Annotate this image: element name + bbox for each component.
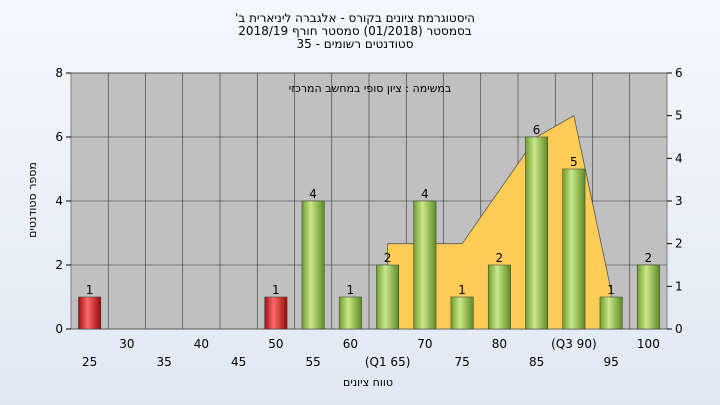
y2-tick-label: 6 bbox=[675, 66, 683, 80]
histogram-bar bbox=[450, 296, 474, 330]
y-tick-label: 8 bbox=[55, 66, 63, 80]
x-tick-label: 40 bbox=[194, 337, 209, 351]
x-tick-label: 30 bbox=[119, 337, 134, 351]
chart-title-line-1: היסטוגרמת ציונים בקורס - אלגברה ליניארית… bbox=[235, 11, 475, 25]
chart-title-line-2: בסמסטר (01/2018) סמסטר חורף 2018/19 bbox=[238, 24, 471, 38]
x-tick-label: (Q3 90) bbox=[551, 337, 597, 351]
bar-value-label: 4 bbox=[421, 187, 429, 201]
bar-value-label: 2 bbox=[496, 251, 504, 265]
x-tick-label: 95 bbox=[603, 355, 618, 369]
chart-title-line-3: סטודנטים רשומים - 35 bbox=[296, 37, 413, 51]
x-tick-label: 80 bbox=[492, 337, 507, 351]
x-tick-label: 60 bbox=[343, 337, 358, 351]
bar-value-label: 2 bbox=[384, 251, 392, 265]
bar-value-label: 2 bbox=[645, 251, 653, 265]
y2-tick-label: 0 bbox=[675, 322, 683, 336]
y2-tick-group: 0 1 2 3 4 5 6 bbox=[667, 66, 683, 336]
x-tick-label: 85 bbox=[529, 355, 544, 369]
histogram-bar bbox=[413, 200, 437, 330]
x-axis-label: טווח ציונים bbox=[343, 376, 393, 389]
y-tick-group: 0 2 4 6 8 bbox=[55, 66, 71, 336]
y-tick-label: 6 bbox=[55, 130, 63, 144]
histogram-bar bbox=[599, 296, 623, 330]
histogram-bar bbox=[301, 200, 325, 330]
y-tick-label: 0 bbox=[55, 322, 63, 336]
bar-value-label: 1 bbox=[347, 283, 355, 297]
x-tick-label: 70 bbox=[417, 337, 432, 351]
grid-lines bbox=[71, 72, 667, 330]
histogram-bar bbox=[487, 264, 511, 330]
histogram-bar bbox=[376, 264, 400, 330]
x-tick-label: 25 bbox=[82, 355, 97, 369]
histogram-bar bbox=[636, 264, 660, 330]
y2-tick-label: 2 bbox=[675, 237, 683, 251]
chart-annotation: במשימה : ציון סופי במחשב המרכזי bbox=[289, 82, 452, 95]
histogram-bar bbox=[264, 296, 288, 330]
x-tick-label: 35 bbox=[156, 355, 171, 369]
value-label-group: 1 1 4 1 2 4 1 2 6 5 1 2 bbox=[86, 123, 652, 297]
bar-value-label: 1 bbox=[458, 283, 466, 297]
x-tick-group: 25 30 35 40 45 50 55 60 (Q1 65) 70 75 80 85 (Q3 90) 95… bbox=[82, 337, 660, 369]
histogram-bar bbox=[562, 168, 586, 330]
bar-value-label: 1 bbox=[86, 283, 94, 297]
x-tick-label: 55 bbox=[305, 355, 320, 369]
x-tick-label: (Q1 65) bbox=[365, 355, 411, 369]
histogram-bar bbox=[525, 136, 549, 330]
bar-value-label: 1 bbox=[607, 283, 615, 297]
y2-tick-label: 5 bbox=[675, 109, 683, 123]
y2-tick-label: 1 bbox=[675, 279, 683, 293]
y2-tick-label: 3 bbox=[675, 194, 683, 208]
histogram-bar bbox=[338, 296, 362, 330]
bar-value-label: 4 bbox=[309, 187, 317, 201]
x-tick-label: 50 bbox=[268, 337, 283, 351]
y-tick-label: 4 bbox=[55, 194, 63, 208]
bar-value-label: 1 bbox=[272, 283, 280, 297]
y-axis-label: מספר סטודנטים bbox=[26, 162, 39, 238]
histogram-bar bbox=[78, 296, 102, 330]
y2-tick-label: 4 bbox=[675, 151, 683, 165]
bar-value-label: 6 bbox=[533, 123, 541, 137]
y-tick-label: 2 bbox=[55, 258, 63, 272]
x-tick-label: 75 bbox=[454, 355, 469, 369]
x-tick-label: 45 bbox=[231, 355, 246, 369]
bar-value-label: 5 bbox=[570, 155, 578, 169]
bar-group bbox=[78, 136, 660, 330]
x-tick-label: 100 bbox=[637, 337, 660, 351]
